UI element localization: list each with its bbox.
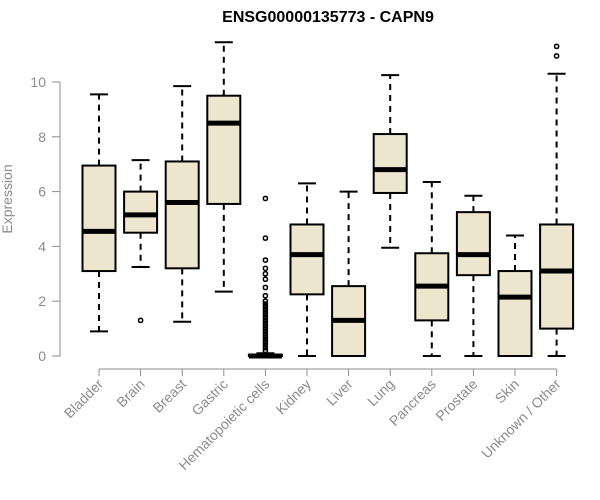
x-tick-label: Kidney [273,376,315,418]
x-tick-label: Breast [149,376,189,416]
box-group [289,182,325,357]
outlier-point [262,276,269,283]
box-iqr [123,190,159,234]
y-axis-label: Expression [0,164,15,233]
x-tick-label: Prostate [432,376,480,424]
y-tick-label: 2 [38,293,46,309]
outlier-point [262,284,269,291]
x-tick-label: Skin [492,376,523,407]
outlier-point [262,336,269,343]
outlier-point [262,312,269,318]
outlier-point [262,320,269,326]
outlier-point [262,257,269,263]
x-tick-label: Unknown / Other [478,376,564,462]
box-group [497,234,533,357]
y-axis: 0 2 4 6 8 10 [30,74,61,364]
x-tick-label: Brain [113,376,147,410]
box-group [164,85,200,323]
outlier-point [137,317,144,324]
y-tick-label: 0 [38,348,46,364]
outlier-point [262,345,269,351]
outlier-point [262,342,269,348]
y-tick-label: 10 [30,74,46,90]
outlier-point [262,303,269,310]
box-group [247,195,283,359]
box-group [455,194,491,357]
box-iqr [164,160,200,270]
box-iqr [289,223,325,296]
outlier-point [262,292,269,299]
outlier-point [262,317,269,324]
outlier-point [553,43,560,50]
box-iqr [81,164,117,273]
y-tick-label: 4 [38,238,46,254]
outlier-point [262,328,269,335]
outlier-point [262,195,269,202]
outlier-point [262,339,269,346]
outlier-point [262,331,269,337]
box-group [539,43,575,357]
outlier-point [553,53,560,59]
x-tick-label: Liver [323,376,356,409]
chart-title: ENSG00000135773 - CAPN9 [222,9,434,26]
x-tick-label: Lung [364,376,397,409]
outlier-point [262,298,269,304]
box-iqr [497,270,533,357]
outlier-point [262,306,269,313]
outlier-point [262,323,269,329]
outlier-point [262,309,269,315]
box-group [331,190,367,358]
x-tick-label: Bladder [61,376,107,422]
outlier-point [262,265,269,272]
outlier-point [262,314,269,321]
outlier-point [262,301,269,307]
outlier-point [262,325,269,332]
box-iqr [455,211,491,277]
outlier-point [262,235,269,241]
box-group [372,74,408,249]
box-group [123,159,159,324]
outlier-point [262,271,269,277]
box-group [206,41,242,293]
box-iqr [206,94,242,205]
outlier-point [262,334,269,340]
box-iqr [539,223,575,330]
box-group [81,93,117,333]
outlier-point [262,347,269,354]
y-tick-label: 8 [38,129,46,145]
box-iqr [372,133,408,194]
box-group [414,181,450,357]
boxes-layer [81,41,575,359]
y-tick-label: 6 [38,184,46,200]
